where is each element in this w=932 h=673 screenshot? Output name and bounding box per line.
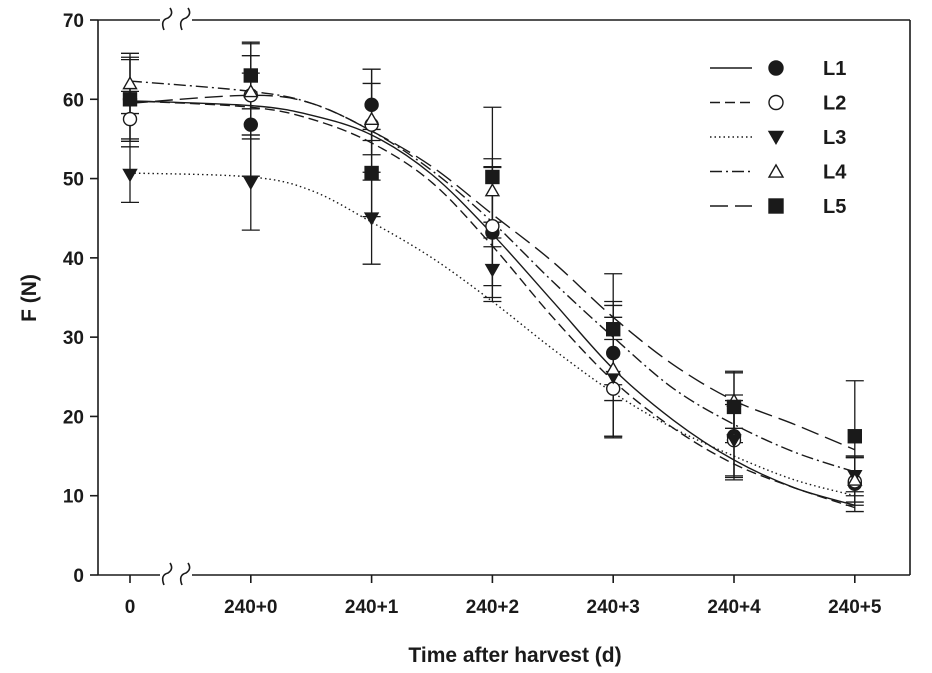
legend-label-l3: L3 [823,127,846,149]
marker-l5 [485,169,500,185]
axis-break-mark [179,562,191,586]
y-tick-label: 50 [63,170,84,191]
marker-l5 [243,68,259,83]
x-tick-label: 240+5 [828,597,882,618]
marker-l5 [847,429,862,444]
axes [90,7,911,586]
y-tick-label: 0 [73,566,84,587]
x-tick-label: 240+3 [587,597,640,618]
tick-labels: 0 10 20 30 40 50 60 70 0 240+0 240+1 240+2 240+3 240+… [63,11,882,618]
marker-l5 [364,165,379,181]
x-tick-label: 240+2 [466,597,519,618]
legend-label-l1: L1 [823,58,846,80]
marker-l3 [122,168,138,183]
x-tick-label: 0 [125,597,136,618]
marker-l3 [363,212,380,226]
marker-l4 [363,111,380,126]
legend: L1 L2 L3 L4 L5 [710,58,847,218]
legend-marker-l4 [767,163,785,178]
x-tick-label: 240+0 [224,597,277,618]
y-axis-title: F (N) [18,274,41,322]
marker-l5 [122,92,138,107]
y-tick-label: 30 [63,328,84,349]
y-tick-label: 40 [63,249,84,270]
marker-l5 [606,322,621,337]
marker-l2 [485,218,500,234]
marker-l1 [243,117,259,132]
x-tick-label: 240+1 [345,597,399,618]
axis-break-mark [161,7,173,31]
fit-curve-l4 [129,80,856,473]
x-tick-label: 240+4 [707,597,761,618]
marker-l4 [605,361,621,375]
marker-l4 [484,182,501,197]
marker-l3 [243,176,259,191]
data-markers [122,68,863,492]
marker-l4 [847,472,863,486]
y-tick-label: 20 [63,407,84,428]
axis-break-mark [179,7,191,31]
x-axis-title: Time after harvest (d) [408,644,621,667]
legend-label-l5: L5 [823,196,846,218]
marker-l3 [726,434,742,448]
marker-l5 [726,399,742,415]
marker-l4 [243,83,259,98]
legend-marker-l5 [768,198,784,214]
legend-marker-l1 [768,60,784,76]
legend-marker-l2 [768,94,784,111]
marker-l1 [606,345,621,361]
y-tick-label: 70 [63,11,84,32]
marker-l1 [364,97,379,113]
y-tick-label: 60 [63,90,84,111]
marker-l2 [122,111,138,127]
y-tick-label: 10 [63,487,84,508]
legend-label-l4: L4 [823,162,847,184]
legend-label-l2: L2 [823,93,846,115]
marker-l4 [122,75,138,90]
axis-break-mark [161,562,173,586]
marker-l3 [484,263,501,278]
legend-marker-l3 [767,130,785,146]
